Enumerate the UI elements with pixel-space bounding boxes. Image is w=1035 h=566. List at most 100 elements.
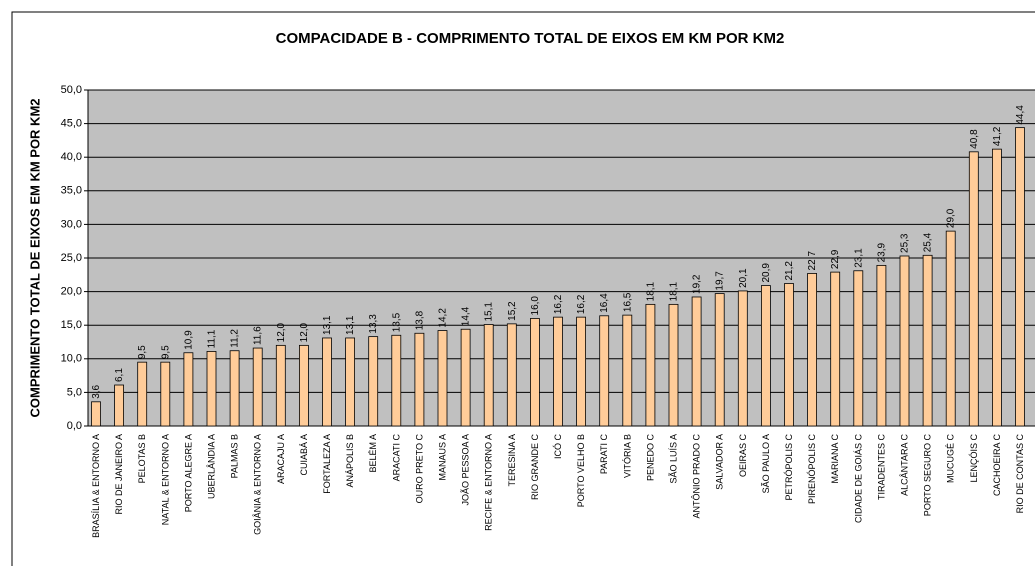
x-tick-label: PENEDO C — [645, 434, 655, 482]
x-tick-label: ANÁPOLIS B — [345, 434, 355, 488]
bar — [922, 254, 933, 427]
x-tick-label: OEIRAS C — [738, 434, 748, 478]
x-tick-label: RIO GRANDE C — [530, 434, 540, 501]
y-tick-label: 45,0 — [61, 118, 82, 130]
x-tick-label: MUCUGÊ C — [946, 434, 956, 483]
x-tick-label: ANTÔNIO PRADO C — [692, 434, 702, 519]
bar — [853, 270, 864, 427]
x-tick-label: MARIANA C — [830, 434, 840, 484]
y-tick-label: 30,0 — [61, 218, 82, 230]
value-label: 40,8 — [969, 129, 980, 149]
value-label: 6,1 — [114, 368, 125, 382]
x-tick-label: BRASÍLIA & ENTORNO A — [91, 434, 101, 538]
bar — [206, 351, 217, 427]
value-label: 20,1 — [738, 268, 749, 288]
y-tick-label: 0,0 — [67, 420, 82, 432]
x-tick-label: JOÃO PESSOA A — [461, 434, 471, 506]
x-tick-label: GOIÂNIA & ENTORNO A — [253, 434, 263, 535]
bar — [645, 303, 656, 427]
value-label: 11,2 — [230, 329, 241, 348]
x-tick-label: LENÇÓIS C — [969, 434, 979, 483]
x-tick-label: PARATI C — [599, 434, 609, 475]
value-label: 18,1 — [645, 281, 656, 301]
bar — [714, 293, 725, 427]
x-tick-label: BELÉM A — [368, 434, 378, 473]
y-axis-title: COMPRIMENTO TOTAL DE EIXOS EM KM POR KM2 — [27, 98, 42, 417]
value-label: 3,6 — [91, 384, 102, 398]
bar — [137, 361, 148, 427]
bar — [275, 344, 286, 427]
x-tick-label: RECIFE & ENTORNO A — [484, 434, 494, 531]
bar — [761, 285, 771, 427]
value-label: 41,2 — [992, 126, 1003, 146]
x-tick-label: CUIABÁ A — [299, 434, 309, 476]
x-tick-label: PORTO SEGURO C — [923, 434, 933, 517]
value-label: 14,4 — [461, 306, 472, 326]
bar — [784, 283, 794, 427]
value-label: 12,0 — [299, 322, 310, 342]
value-label: 13,1 — [345, 315, 356, 335]
x-tick-label: CACHOEIRA C — [992, 434, 1002, 497]
bar — [622, 314, 633, 427]
value-label: 23,9 — [876, 242, 887, 262]
value-label: 14,2 — [438, 308, 449, 328]
bar — [968, 151, 979, 427]
x-tick-label: SALVADOR A — [715, 434, 725, 490]
value-label: 22,9 — [830, 249, 841, 269]
bar — [668, 303, 679, 427]
bar — [183, 352, 194, 427]
x-tick-label: PIRENÓPOLIS C — [807, 434, 817, 505]
x-tick-label: TIRADENTES C — [876, 434, 886, 501]
x-tick-label: SÃO LUÍS A — [669, 434, 679, 484]
value-label: 15,2 — [507, 301, 518, 321]
value-label: 19,2 — [692, 274, 703, 294]
x-tick-label: ICÓ C — [553, 434, 563, 460]
value-label: 9,5 — [160, 345, 171, 359]
bar — [414, 332, 425, 427]
value-label: 16,5 — [622, 292, 633, 312]
x-tick-label: ARACAJU A — [276, 434, 286, 484]
bar — [252, 347, 263, 427]
x-tick-label: RIO DE CONTAS C — [1015, 434, 1025, 514]
bar — [553, 316, 563, 427]
x-tick-label: VITÓRIA B — [622, 434, 632, 478]
y-tick-label: 40,0 — [61, 151, 82, 163]
value-label: 11,1 — [207, 329, 218, 348]
value-label: 20,9 — [761, 263, 772, 283]
value-label: 16,2 — [553, 294, 564, 314]
y-tick-label: 15,0 — [61, 319, 82, 331]
y-tick-label: 10,0 — [61, 353, 82, 365]
value-label: 25,4 — [923, 232, 934, 252]
value-label: 18,1 — [669, 281, 680, 301]
bar — [91, 401, 101, 427]
bar — [945, 230, 956, 427]
x-tick-label: SÃO PAULO A — [761, 434, 771, 493]
bar — [1015, 127, 1025, 427]
bar — [737, 290, 748, 427]
x-tick-label: FORTALEZA A — [322, 434, 332, 494]
x-tick-label: ALCÂNTARA C — [900, 434, 910, 496]
value-label: 9,5 — [137, 345, 148, 359]
frame — [11, 11, 1035, 566]
value-label: 13,5 — [391, 312, 402, 332]
bar — [599, 315, 610, 427]
bar — [483, 324, 494, 427]
x-tick-label: PALMAS B — [230, 434, 240, 478]
y-tick-label: 50,0 — [61, 84, 82, 96]
x-tick-label: PELOTAS B — [137, 434, 147, 483]
value-label: 13,8 — [414, 310, 425, 330]
bar — [506, 323, 517, 427]
bar — [807, 273, 817, 427]
value-label: 15,1 — [484, 302, 495, 322]
bar — [992, 148, 1002, 427]
y-tick-label: 25,0 — [61, 252, 82, 264]
bar — [691, 296, 702, 427]
x-tick-label: ARACATI C — [391, 434, 401, 482]
bar — [229, 350, 240, 427]
bar — [460, 328, 471, 427]
x-tick-label: RIO DE JANEIRO A — [114, 434, 124, 515]
x-tick-label: CIDADE DE GOIÁS C — [853, 433, 863, 523]
bar — [391, 334, 402, 427]
bar — [368, 336, 379, 427]
x-tick-label: NATAL & ENTORNO A — [160, 434, 170, 525]
